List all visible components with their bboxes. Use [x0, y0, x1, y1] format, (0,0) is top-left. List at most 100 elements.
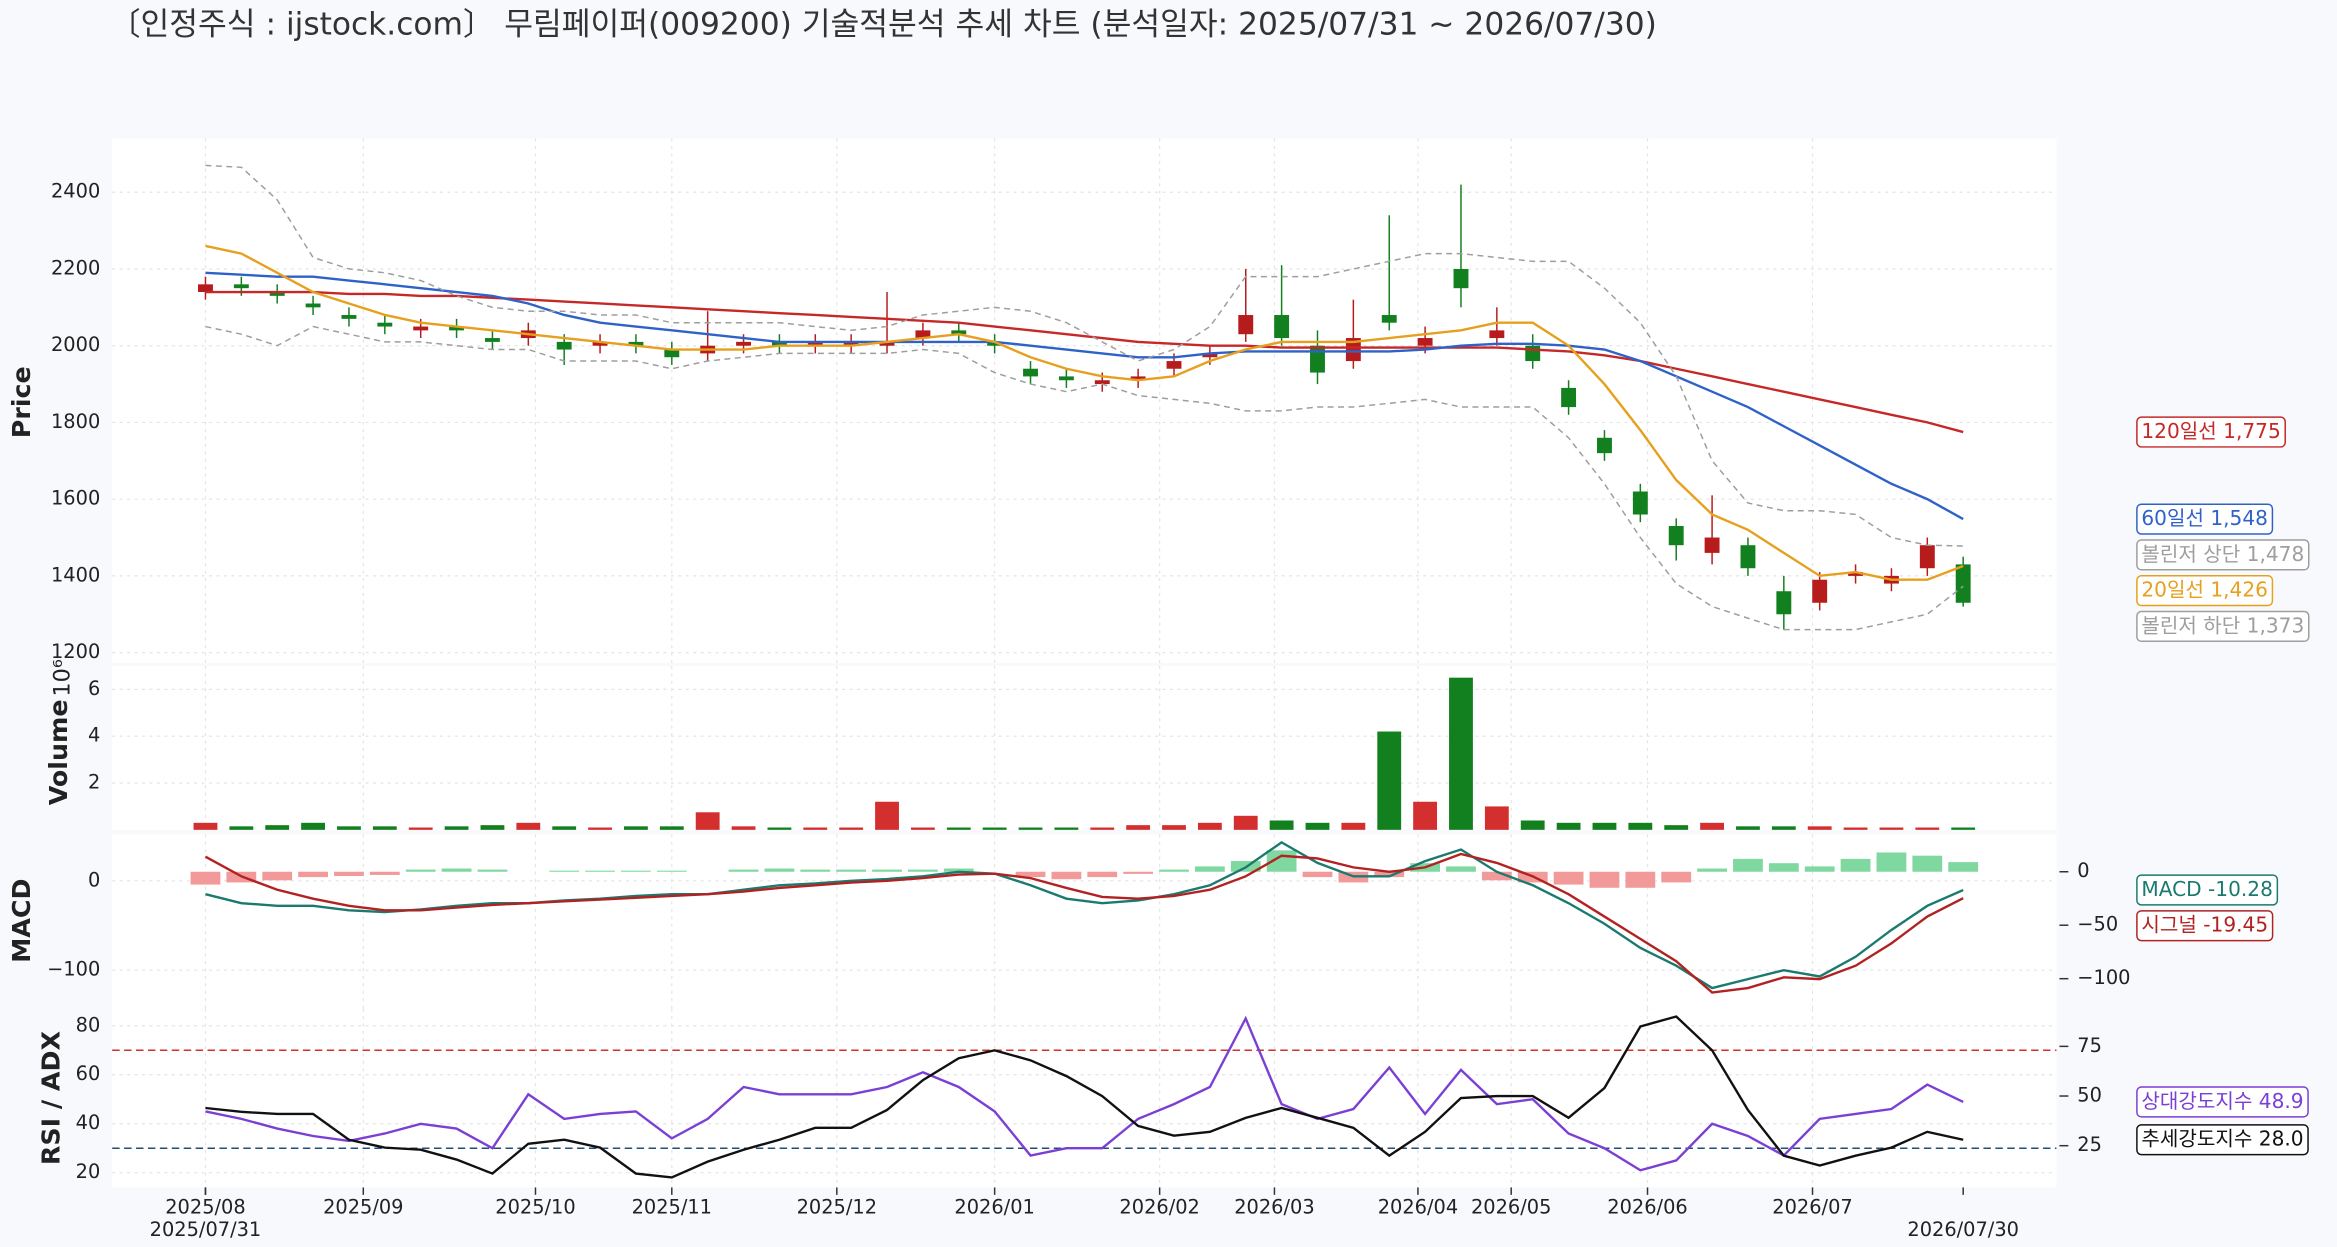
y-tick-label: 0	[88, 868, 100, 891]
y-tick-label: 1400	[51, 563, 100, 586]
candle-body	[1274, 315, 1290, 339]
end-value-label: 추세강도지수 28.0	[2136, 1124, 2309, 1156]
series-line	[205, 1015, 1964, 1172]
y-tick-label: 1200	[51, 640, 100, 663]
volume-bar	[444, 826, 469, 830]
histogram-bar	[1733, 858, 1763, 872]
y2-tick-label: 25	[2077, 1133, 2102, 1156]
volume-bar	[1126, 825, 1151, 830]
x-tick-label: 2025/08	[165, 1196, 245, 1219]
plot-area	[112, 834, 2057, 1009]
histogram-bar	[1768, 863, 1799, 872]
plot-area	[112, 1008, 2057, 1188]
series-name: 120일선	[2141, 419, 2216, 443]
histogram-bar	[908, 869, 938, 872]
series-line	[205, 840, 1964, 990]
candle-body	[341, 315, 357, 319]
candle-body	[1919, 545, 1935, 569]
end-value-label: MACD -10.28	[2136, 874, 2279, 906]
volume-bar	[695, 812, 720, 830]
y2-tick-label: −100	[2077, 966, 2130, 989]
y-tick-label: 60	[76, 1062, 101, 1085]
candle-body	[1632, 491, 1648, 515]
plot-area	[112, 138, 2057, 663]
histogram-bar	[1661, 871, 1692, 883]
label-text: 시그널 -19.45	[2141, 912, 2268, 936]
volume-bar	[337, 826, 361, 830]
y-axis-label: RSI / ADX	[36, 1030, 66, 1165]
y-tick-label: 2400	[51, 180, 100, 203]
y-axis-label: Price	[6, 366, 36, 438]
histogram-bar	[1481, 871, 1512, 881]
histogram-bar	[1194, 866, 1225, 872]
candle-body	[1525, 345, 1541, 362]
last-value: 48.9	[2259, 1088, 2304, 1112]
last-value: -19.45	[2203, 912, 2268, 936]
series-line	[205, 244, 1964, 581]
last-value: 1,373	[2247, 613, 2305, 637]
y-tick-label: 2	[88, 771, 100, 794]
volume-bar	[1951, 827, 1976, 830]
series-name: 20일선	[2141, 577, 2204, 601]
candle-body	[664, 349, 680, 358]
last-value: -10.28	[2208, 876, 2273, 900]
histogram-bar	[943, 868, 974, 872]
series-name: 볼린저 하단	[2141, 613, 2240, 637]
y-tick-label: 2200	[51, 256, 100, 279]
histogram-bar	[334, 871, 364, 877]
candle-body	[1130, 376, 1146, 381]
candle-body	[1166, 361, 1182, 369]
end-value-label: 볼린저 하단 1,373	[2136, 610, 2310, 643]
volume-bar	[1879, 827, 1904, 830]
volume-bar	[1915, 827, 1940, 830]
x-tick-label: 2026/05	[1471, 1196, 1551, 1219]
histogram-bar	[1948, 862, 1979, 872]
candle-body	[1381, 315, 1397, 323]
histogram-bar	[262, 871, 293, 881]
y-axis-label: MACD	[6, 879, 36, 963]
candle-body	[843, 341, 859, 346]
candle-body	[1561, 387, 1577, 408]
x-tick-label: 2026/02	[1119, 1196, 1199, 1219]
candle-body	[556, 341, 572, 350]
end-value-label: 60일선 1,548	[2136, 503, 2274, 535]
label-box	[2136, 539, 2310, 571]
volume-bar	[1054, 827, 1079, 830]
candle-body	[1310, 345, 1325, 373]
candle-body	[736, 341, 751, 346]
volume-bar	[1197, 822, 1222, 830]
histogram-bar	[872, 869, 902, 872]
label-text: 볼린저 상단 1,478	[2141, 541, 2304, 565]
y-tick-label: 80	[76, 1013, 101, 1036]
end-value-label: 120일선 1,775	[2136, 416, 2286, 448]
label-text: 120일선 1,775	[2141, 419, 2280, 443]
label-box	[2136, 874, 2279, 906]
volume-bar	[1664, 825, 1689, 830]
end-value-label: 시그널 -19.45	[2136, 910, 2274, 942]
candle-body	[1453, 268, 1469, 289]
series-name: 상대강도지수	[2141, 1088, 2252, 1112]
series-line	[205, 271, 1964, 521]
label-box	[2136, 1124, 2309, 1156]
candle-body	[1812, 579, 1828, 603]
volume-bar	[1700, 822, 1724, 830]
last-value: 1,775	[2223, 419, 2281, 443]
label-text: 20일선 1,426	[2141, 577, 2268, 601]
candle-body	[771, 341, 787, 346]
series-name: MACD	[2141, 876, 2201, 900]
label-text: MACD -10.28	[2141, 876, 2273, 900]
candle-body	[628, 341, 644, 346]
label-box	[2136, 503, 2274, 535]
histogram-bar	[477, 869, 508, 872]
histogram-bar	[1015, 871, 1046, 878]
volume-bar	[1269, 820, 1294, 830]
histogram-bar	[1446, 866, 1476, 872]
candle-body	[1848, 572, 1864, 576]
y2-tick-label: 50	[2077, 1084, 2102, 1107]
y-tick-label: 1600	[51, 487, 100, 510]
candle-body	[413, 326, 429, 331]
x-tick-label: 2026/06	[1607, 1196, 1687, 1219]
histogram-bar	[441, 868, 472, 872]
volume-bar	[1233, 815, 1258, 830]
volume-bar	[1090, 827, 1115, 830]
